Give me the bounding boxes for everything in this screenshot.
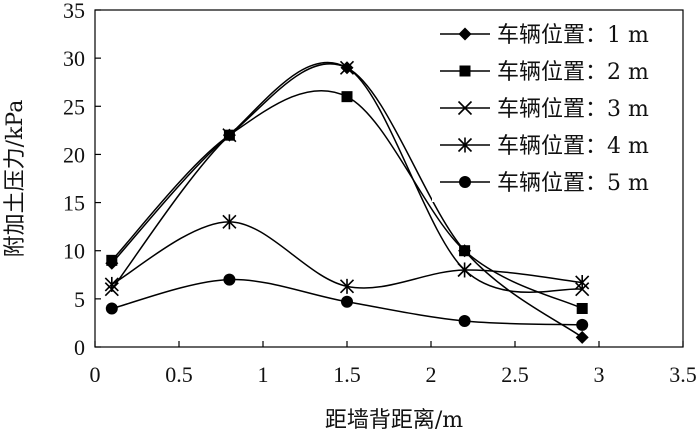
data-point-s4-p3	[339, 278, 355, 294]
legend-item-2: 车辆位置：2 m	[440, 60, 649, 85]
legend-label: 车辆位置：5 m	[497, 171, 649, 196]
data-point-s3-p3	[339, 60, 355, 75]
legend-marker	[459, 65, 471, 77]
x-tick-label: 3.5	[669, 362, 697, 387]
data-point-s2-p5	[576, 302, 588, 314]
x-tick-label: 0	[90, 362, 101, 387]
legend-marker	[459, 176, 471, 188]
series-line-4	[111, 221, 583, 289]
y-tick-label: 15	[63, 191, 85, 216]
y-axis-title: 附加土压力/kPa	[3, 100, 28, 258]
x-tick-label: 1.5	[333, 362, 361, 387]
data-point-s2-p1	[106, 254, 118, 266]
legend-background	[432, 12, 682, 202]
legend-label: 车辆位置：2 m	[497, 60, 649, 85]
x-axis-title: 距墙背距离/m	[325, 408, 463, 433]
y-tick-label: 10	[63, 239, 85, 264]
legend-label: 车辆位置：3 m	[497, 97, 649, 122]
legend-item-1: 车辆位置：1 m	[440, 23, 649, 48]
x-tick-label: 1	[258, 362, 269, 387]
legend-marker	[457, 100, 473, 116]
series-markers	[104, 60, 590, 344]
data-point-s5-p5	[576, 318, 589, 331]
data-point-s3-p2	[222, 128, 237, 143]
data-point-s4-p5	[575, 274, 590, 290]
axes: 0 0.5 1 1.5 2 2.5 3 3.5 0 5 10 15 20 25 30 35	[63, 0, 697, 387]
legend-box	[432, 12, 682, 202]
y-tick-label: 5	[74, 287, 85, 312]
legend: 车辆位置：1 m 车辆位置：2 m 车辆位置：3 m 车辆位置：4 m 车辆位置：5 m	[440, 23, 649, 196]
legend-marker	[458, 27, 472, 41]
legend-item-4: 车辆位置：4 m	[440, 134, 649, 159]
x-tick-label: 3	[594, 362, 605, 387]
data-point-s4-p2	[222, 214, 237, 230]
legend-marker	[457, 137, 473, 153]
y-tick-label: 35	[63, 0, 85, 23]
x-tick-label: 2	[426, 362, 437, 387]
data-point-s4-p4	[457, 262, 472, 278]
legend-label: 车辆位置：4 m	[497, 134, 649, 159]
x-tick-label: 2.5	[501, 362, 529, 387]
data-point-s5-p3	[341, 295, 353, 308]
data-point-s2-p4	[459, 245, 471, 257]
y-tick-label: 0	[74, 335, 85, 360]
y-tick-label: 20	[63, 142, 85, 167]
legend-item-5: 车辆位置：5 m	[440, 171, 649, 196]
y-tick-label: 30	[63, 46, 85, 71]
y-tick-label: 25	[63, 94, 85, 119]
data-point-s2-p3	[341, 91, 353, 103]
data-point-s5-p2	[223, 273, 236, 286]
data-point-s4-p1	[104, 276, 119, 292]
data-point-s5-p1	[105, 302, 118, 315]
x-tick-label: 0.5	[165, 362, 193, 387]
data-point-s5-p4	[458, 315, 471, 328]
legend-label: 车辆位置：1 m	[497, 23, 649, 48]
data-point-s1-p5	[575, 330, 589, 344]
plot-frame	[94, 9, 684, 348]
legend-item-3: 车辆位置：3 m	[440, 97, 649, 122]
